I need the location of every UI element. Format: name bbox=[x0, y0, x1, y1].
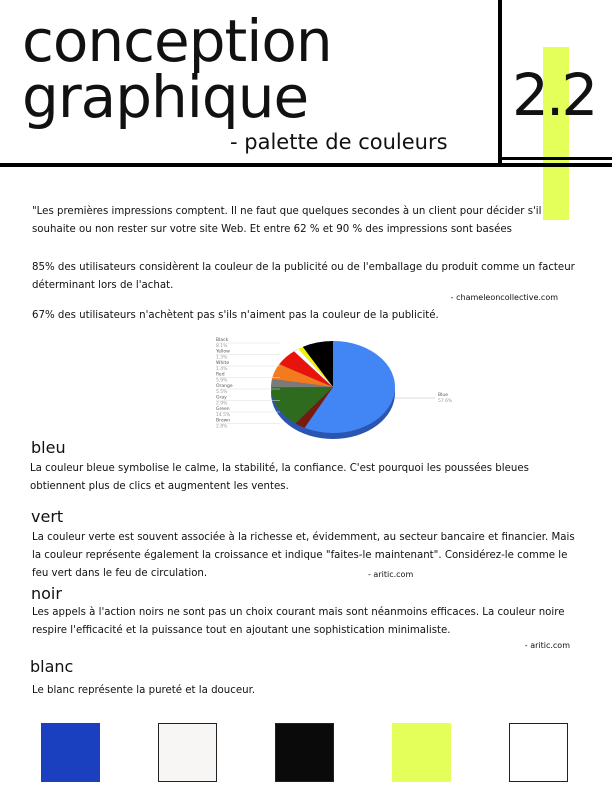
legend-label: Blue bbox=[438, 392, 448, 398]
pie-slice bbox=[304, 341, 395, 433]
heading: noir bbox=[31, 584, 62, 603]
accent-bar bbox=[543, 47, 569, 220]
paragraph: La couleur verte est souvent associée à … bbox=[32, 532, 575, 579]
heading: vert bbox=[31, 507, 64, 526]
legend-value: 14.5% bbox=[216, 412, 231, 418]
legend-label: Black bbox=[216, 337, 229, 343]
legend-label: White bbox=[216, 360, 229, 366]
source: - chameleoncollective.com bbox=[450, 293, 558, 302]
pie-slice bbox=[271, 364, 333, 387]
paragraph: 85% des utilisateurs considèrent la coul… bbox=[32, 262, 575, 291]
legend-value: 1.4% bbox=[216, 366, 228, 372]
legend-value: 1.3% bbox=[216, 355, 228, 361]
title: graphique bbox=[22, 63, 309, 131]
legend-value: 2.8% bbox=[216, 424, 228, 430]
swatch bbox=[41, 723, 100, 782]
swatch bbox=[392, 723, 451, 782]
legend-value: 5.9% bbox=[216, 378, 228, 384]
legend-label: Yellow bbox=[215, 349, 230, 355]
source: - aritic.com bbox=[368, 570, 414, 579]
swatch bbox=[509, 723, 568, 782]
rule bbox=[0, 163, 612, 167]
swatch bbox=[158, 723, 217, 782]
section-number: 2.2 bbox=[512, 61, 598, 129]
paragraph: La couleur bleue symbolise le calme, la … bbox=[30, 463, 529, 492]
title: conception bbox=[22, 7, 333, 75]
legend-label: Red bbox=[216, 372, 225, 378]
paragraph: Les appels à l'action noirs ne sont pas … bbox=[32, 607, 565, 636]
paragraph: Le blanc représente la pureté et la douc… bbox=[32, 685, 256, 696]
pie-slice bbox=[271, 378, 333, 388]
subtitle: - palette de couleurs bbox=[230, 130, 448, 154]
rule bbox=[502, 157, 612, 160]
pie-slice bbox=[293, 348, 334, 388]
rule bbox=[498, 0, 502, 165]
pie-slice bbox=[271, 387, 333, 424]
legend-value: 8.1% bbox=[216, 343, 228, 349]
legend-label: Brown bbox=[216, 418, 230, 424]
swatch bbox=[275, 723, 334, 782]
pie-slice bbox=[279, 351, 333, 387]
pie-slice bbox=[302, 341, 333, 387]
legend-value: 57.6% bbox=[438, 398, 453, 404]
heading: blanc bbox=[30, 657, 74, 676]
legend-label: Gray bbox=[216, 395, 227, 401]
paragraph: 67% des utilisateurs n'achètent pas s'il… bbox=[32, 310, 439, 321]
legend-label: Orange bbox=[216, 383, 233, 389]
quote: "Les premières impressions comptent. Il … bbox=[32, 206, 542, 235]
pie-slice bbox=[298, 346, 333, 387]
legend-label: Green bbox=[216, 406, 230, 412]
legend-value: 2.9% bbox=[216, 401, 228, 407]
heading: bleu bbox=[31, 438, 66, 457]
source: - aritic.com bbox=[524, 641, 570, 650]
legend-value: 5.5% bbox=[216, 389, 228, 395]
pie-slice bbox=[295, 387, 333, 428]
